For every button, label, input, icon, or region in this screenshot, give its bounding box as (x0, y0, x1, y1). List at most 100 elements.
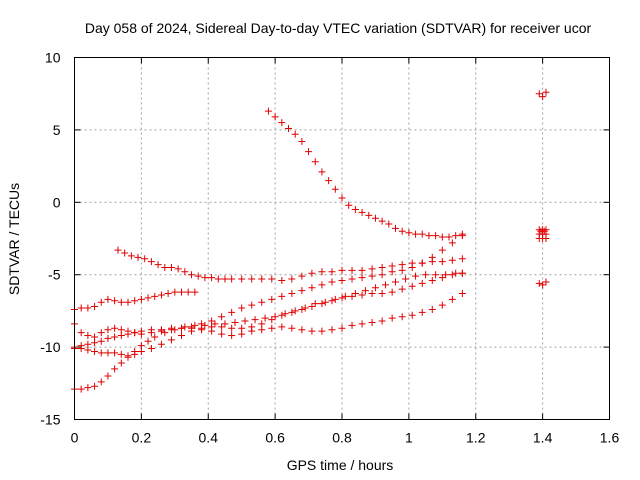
data-point (278, 276, 286, 284)
data-point (268, 316, 276, 324)
data-point (288, 324, 296, 332)
data-point (328, 297, 336, 305)
data-point (445, 233, 453, 241)
data-point (248, 301, 256, 309)
data-point (422, 271, 430, 279)
data-point (408, 263, 416, 271)
data-point (144, 294, 152, 302)
data-point (167, 336, 175, 344)
data-point (124, 298, 132, 306)
data-point (358, 266, 366, 274)
data-point (117, 359, 125, 367)
data-point (371, 214, 379, 222)
data-point (154, 261, 162, 269)
data-point (174, 265, 182, 273)
x-tick-label: 1.4 (533, 430, 553, 446)
data-point (84, 304, 92, 312)
data-point (178, 324, 185, 332)
data-point (198, 326, 206, 334)
data-point (338, 194, 346, 202)
data-point (241, 317, 249, 325)
data-point (318, 327, 326, 335)
series-arc-d (71, 232, 466, 341)
data-point (542, 278, 550, 286)
data-point (268, 275, 276, 283)
data-point (268, 295, 276, 303)
series-arc-b (114, 246, 466, 284)
data-point (368, 318, 376, 326)
x-tick-label: 1.2 (466, 430, 486, 446)
data-point (251, 316, 259, 324)
data-point (228, 308, 236, 316)
points-layer (71, 88, 550, 393)
data-point (84, 332, 92, 340)
data-point (378, 271, 386, 279)
data-point (171, 326, 179, 334)
data-point (141, 255, 149, 263)
data-point (97, 329, 105, 337)
data-point (218, 313, 226, 321)
data-point (438, 274, 446, 282)
data-point (238, 304, 246, 312)
data-point (325, 177, 333, 185)
data-point (288, 275, 296, 283)
data-point (448, 239, 456, 247)
data-point (111, 365, 119, 373)
data-point (127, 252, 135, 260)
data-point (218, 323, 226, 331)
data-point (258, 326, 266, 334)
data-point (311, 158, 319, 166)
data-point (338, 266, 346, 274)
series-arc-c (71, 288, 199, 313)
data-point (321, 298, 329, 306)
data-point (348, 321, 356, 329)
data-point (318, 168, 326, 176)
data-point (111, 333, 119, 341)
data-point (137, 295, 145, 303)
y-tick-label: -10 (40, 339, 60, 355)
data-point (147, 345, 155, 353)
data-point (164, 290, 172, 298)
data-point (311, 300, 319, 308)
data-point (137, 347, 145, 355)
data-point (358, 208, 366, 216)
data-point (418, 279, 426, 287)
data-point (452, 269, 460, 277)
data-point (448, 271, 456, 279)
data-point (365, 211, 373, 219)
data-point (147, 258, 155, 266)
data-point (381, 281, 389, 289)
data-point (201, 321, 209, 329)
data-point (428, 276, 436, 284)
data-point (228, 324, 236, 332)
data-point (348, 292, 356, 300)
data-point (181, 268, 189, 276)
data-point (539, 281, 547, 289)
data-point (535, 90, 543, 98)
data-point (298, 137, 306, 145)
data-point (121, 249, 129, 257)
data-point (398, 266, 406, 274)
data-point (318, 268, 326, 276)
data-point (432, 271, 440, 279)
data-point (351, 290, 359, 298)
data-point (288, 290, 296, 298)
data-point (348, 266, 356, 274)
data-point (91, 382, 99, 390)
data-point (117, 350, 125, 358)
data-point (542, 235, 550, 242)
data-point (221, 320, 229, 328)
y-tick-label: -15 (40, 412, 60, 428)
data-point (97, 378, 105, 386)
data-point (157, 340, 165, 348)
data-point (438, 233, 446, 241)
data-point (371, 284, 379, 292)
data-point (539, 93, 547, 101)
data-point (318, 281, 326, 289)
data-point (368, 272, 376, 280)
data-point (178, 332, 185, 340)
data-point (298, 272, 306, 280)
data-point (398, 313, 406, 321)
data-point (408, 282, 416, 290)
